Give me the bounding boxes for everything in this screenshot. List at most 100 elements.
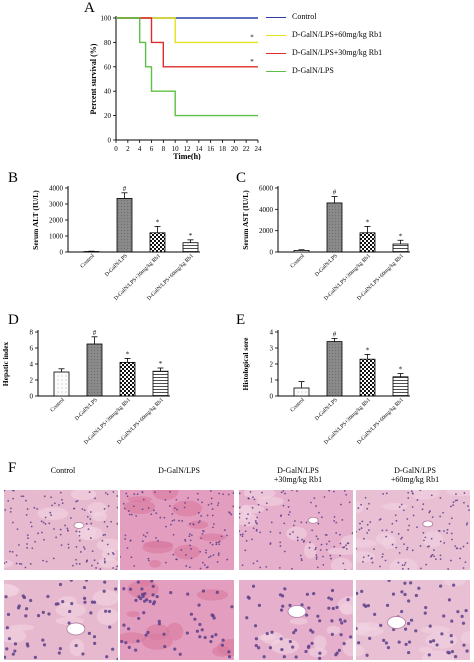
y-axis-label: Serum ALT (IU/L) xyxy=(31,190,40,250)
nucleus xyxy=(328,540,331,543)
nucleus xyxy=(218,492,221,495)
nucleus xyxy=(395,519,398,522)
nucleus xyxy=(218,543,221,546)
nucleus xyxy=(345,548,348,550)
nucleus xyxy=(82,546,85,549)
nucleus xyxy=(25,642,29,646)
nucleus xyxy=(112,567,115,569)
nucleus xyxy=(431,553,434,556)
nucleus xyxy=(209,541,212,544)
nucleus xyxy=(184,554,187,556)
y-tick-label: 1 xyxy=(270,377,274,385)
nucleus xyxy=(37,532,39,535)
nucleus xyxy=(18,544,20,546)
nucleus xyxy=(379,565,381,568)
nucleus xyxy=(440,632,444,636)
nucleus xyxy=(201,532,204,535)
nucleus xyxy=(339,554,341,557)
nucleus xyxy=(221,638,225,642)
nucleus xyxy=(126,547,129,550)
nucleus xyxy=(329,554,332,557)
nucleus xyxy=(414,593,418,598)
nucleus xyxy=(300,603,304,607)
nucleus xyxy=(50,514,53,517)
nucleus xyxy=(186,592,190,596)
nucleus xyxy=(466,542,469,545)
nucleus xyxy=(58,646,62,651)
nucleus xyxy=(24,614,28,618)
central-vein xyxy=(73,522,85,529)
tissue-patch xyxy=(96,607,118,625)
nucleus xyxy=(401,564,404,567)
nucleus xyxy=(429,510,431,513)
nucleus xyxy=(25,514,28,516)
nucleus xyxy=(256,516,259,519)
nucleus xyxy=(403,581,407,585)
nucleus xyxy=(256,522,258,525)
nucleus xyxy=(424,536,427,539)
nucleus xyxy=(227,650,231,654)
y-tick-label: 6 xyxy=(30,345,34,353)
nucleus xyxy=(227,655,232,659)
nucleus xyxy=(201,501,203,504)
nucleus xyxy=(5,626,9,630)
nucleus xyxy=(120,555,122,558)
y-tick-label: 2000 xyxy=(259,227,274,235)
annotation-star: * xyxy=(250,33,254,41)
nucleus xyxy=(356,530,357,533)
nucleus xyxy=(215,590,219,595)
y-tick-label: 2 xyxy=(30,377,34,385)
nucleus xyxy=(257,503,260,506)
panel-letter-b: B xyxy=(8,170,19,186)
y-tick-label-a: 80 xyxy=(104,39,112,47)
nucleus xyxy=(144,535,147,538)
y-axis-label: Hepatic index xyxy=(1,342,10,387)
nucleus xyxy=(331,606,335,611)
nucleus xyxy=(21,594,25,598)
nucleus xyxy=(454,655,458,659)
nucleus xyxy=(99,568,102,570)
nucleus xyxy=(339,533,341,536)
nucleus xyxy=(435,643,439,647)
nucleus xyxy=(416,526,418,529)
nucleus xyxy=(292,524,295,527)
tissue-patch xyxy=(124,499,156,515)
nucleus xyxy=(202,530,205,533)
nucleus xyxy=(449,634,453,638)
nucleus xyxy=(438,530,441,532)
panel-letter-f: F xyxy=(8,460,17,476)
nucleus xyxy=(280,491,283,494)
nucleus xyxy=(130,513,133,516)
nucleus xyxy=(104,533,107,536)
bar-4 xyxy=(392,243,409,253)
nucleus xyxy=(147,559,150,562)
nucleus xyxy=(134,598,138,603)
nucleus xyxy=(107,505,110,507)
tissue-patch xyxy=(188,520,209,529)
nucleus xyxy=(343,490,346,492)
nucleus xyxy=(278,566,281,569)
nucleus xyxy=(279,541,282,544)
nucleus xyxy=(13,642,18,646)
nucleus xyxy=(103,507,106,510)
nucleus xyxy=(122,502,125,505)
nucleus xyxy=(411,506,414,508)
tissue-texture xyxy=(356,580,470,660)
nucleus xyxy=(411,549,414,552)
nucleus xyxy=(454,545,457,548)
nucleus xyxy=(220,643,225,647)
tissue-patch xyxy=(172,500,203,517)
nucleus xyxy=(173,519,176,521)
tissue-patch xyxy=(356,551,375,563)
nucleus xyxy=(164,499,167,501)
tissue-patch xyxy=(92,589,118,606)
nucleus xyxy=(126,627,131,631)
nucleus xyxy=(116,506,118,509)
nucleus xyxy=(31,547,34,550)
nucleus xyxy=(56,602,60,606)
nucleus xyxy=(310,641,314,646)
nucleus xyxy=(279,532,282,534)
nucleus xyxy=(241,533,244,536)
nucleus xyxy=(301,538,304,541)
nucleus xyxy=(299,554,302,557)
